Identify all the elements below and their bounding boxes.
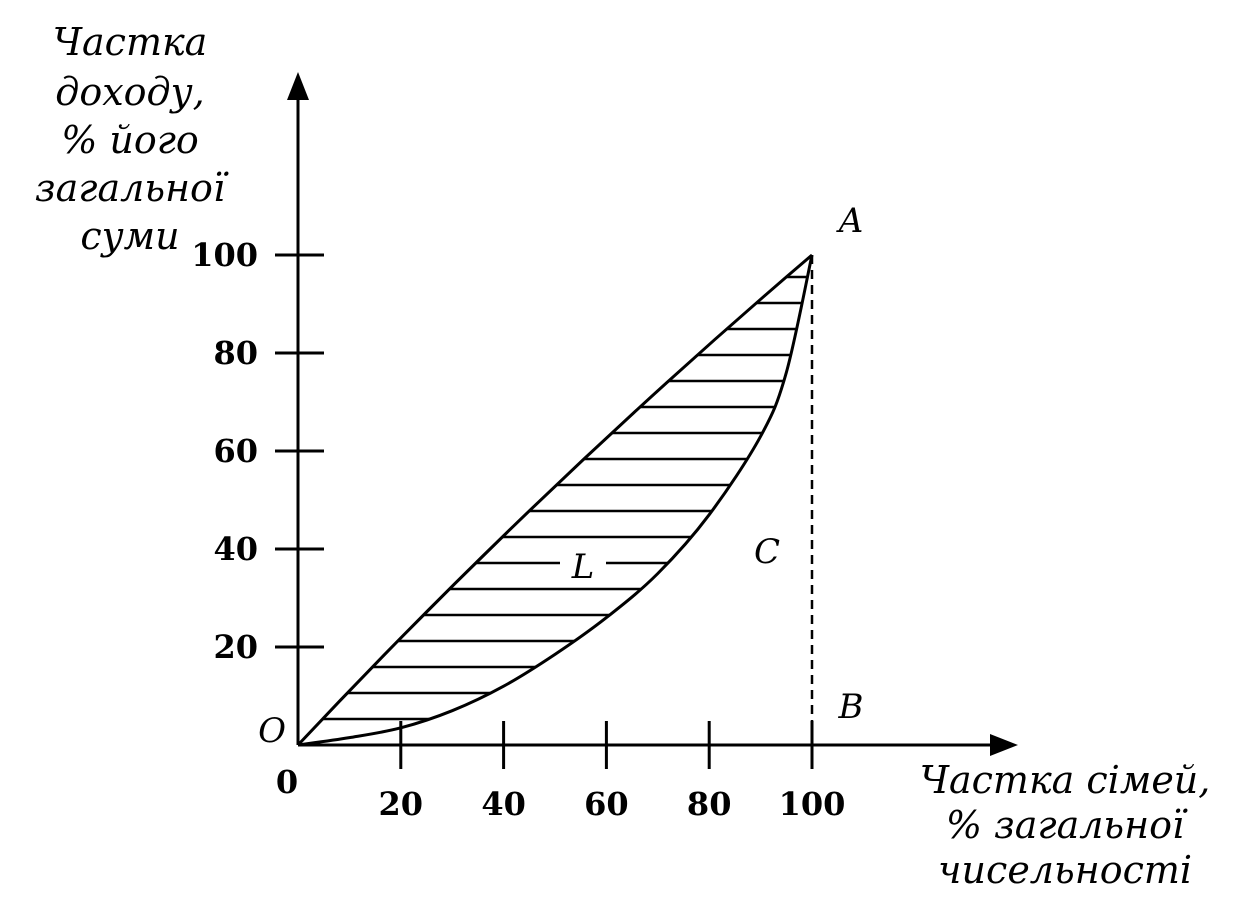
y-title-line: суми bbox=[80, 214, 179, 258]
x-tick-label: 20 bbox=[379, 785, 424, 823]
y-axis-title: Частка доходу, % його загальної суми bbox=[35, 20, 229, 258]
y-tick-label: 60 bbox=[213, 432, 258, 470]
y-axis-arrow bbox=[287, 72, 309, 100]
y-title-line: доходу, bbox=[55, 70, 204, 114]
x-tick-label: 80 bbox=[687, 785, 732, 823]
x-title-line: Частка сімей, bbox=[920, 758, 1211, 802]
x-tick-label: 60 bbox=[584, 785, 629, 823]
point-label-b: B bbox=[838, 687, 864, 727]
y-tick-label: 100 bbox=[191, 236, 258, 274]
y-title-line: Частка bbox=[53, 20, 208, 64]
y-title-line: % його bbox=[61, 118, 199, 162]
point-label-o: O bbox=[258, 711, 286, 751]
ticks-group: 20 40 60 80 100 20 40 60 80 100 bbox=[191, 236, 845, 823]
x-axis-title: Частка сімей, % загальної чисельності bbox=[920, 758, 1211, 892]
x-title-line: % загальної bbox=[946, 803, 1188, 847]
x-title-line: чисельності bbox=[938, 848, 1192, 892]
point-label-c: C bbox=[754, 532, 780, 572]
x-tick-label: 100 bbox=[779, 785, 846, 823]
y-title-line: загальної bbox=[35, 166, 229, 210]
x-tick-label: 40 bbox=[481, 785, 526, 823]
label-l-background bbox=[560, 545, 606, 585]
y-tick-label: 80 bbox=[213, 334, 258, 372]
origin-tick-label: 0 bbox=[276, 763, 298, 801]
x-axis-arrow bbox=[990, 734, 1018, 756]
y-tick-label: 20 bbox=[213, 628, 258, 666]
equality-line bbox=[296, 253, 813, 747]
point-label-a: A bbox=[836, 201, 864, 241]
y-tick-label: 40 bbox=[213, 530, 258, 568]
point-label-l: L bbox=[571, 547, 595, 587]
lorenz-curve bbox=[297, 254, 814, 747]
